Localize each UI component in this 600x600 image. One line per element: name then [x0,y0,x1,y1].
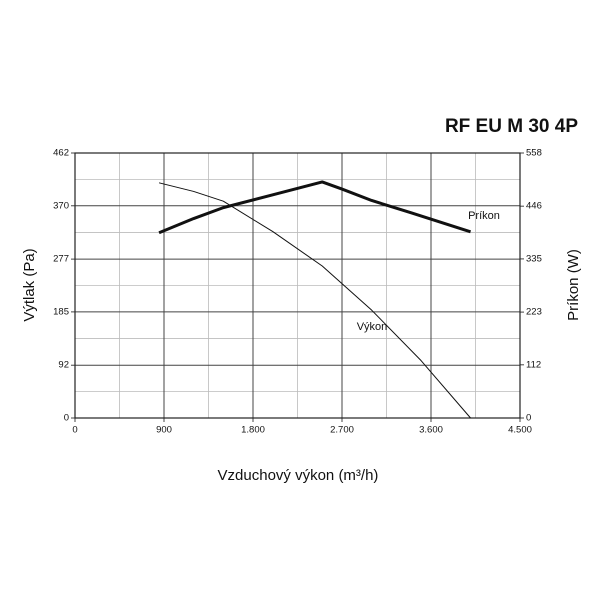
x-axis-label: Vzduchový výkon (m³/h) [218,467,379,484]
y2-tick-label: 223 [526,307,542,318]
x-tick-label: 2.700 [330,425,354,436]
y-tick-label: 370 [53,200,69,211]
y-tick-label: 277 [53,254,69,265]
y2-axis-label: Príkon (W) [565,249,582,321]
y2-tick-label: 0 [526,413,531,424]
y-tick-label: 185 [53,306,69,317]
annotation: Príkon [468,210,500,222]
y-tick-label: 92 [58,360,69,371]
y-tick-label: 0 [64,413,69,424]
x-tick-label: 1.800 [241,425,265,436]
plot-frame [74,152,521,419]
x-tick-label: 0 [72,425,77,436]
annotation: Výkon [357,321,388,333]
y2-tick-label: 335 [526,253,542,264]
x-tick-label: 900 [156,425,172,436]
chart-title: RF EU M 30 4P [445,116,578,137]
series-line [158,180,472,235]
y2-tick-label: 446 [526,201,542,212]
y2-tick-label: 112 [526,359,541,370]
y-axis-label: Výtlak (Pa) [21,248,38,321]
series-line [158,182,471,419]
x-tick-label: 4.500 [508,425,532,436]
x-tick-label: 3.600 [419,425,443,436]
y2-tick-label: 558 [526,148,542,159]
y-tick-label: 462 [53,148,69,159]
